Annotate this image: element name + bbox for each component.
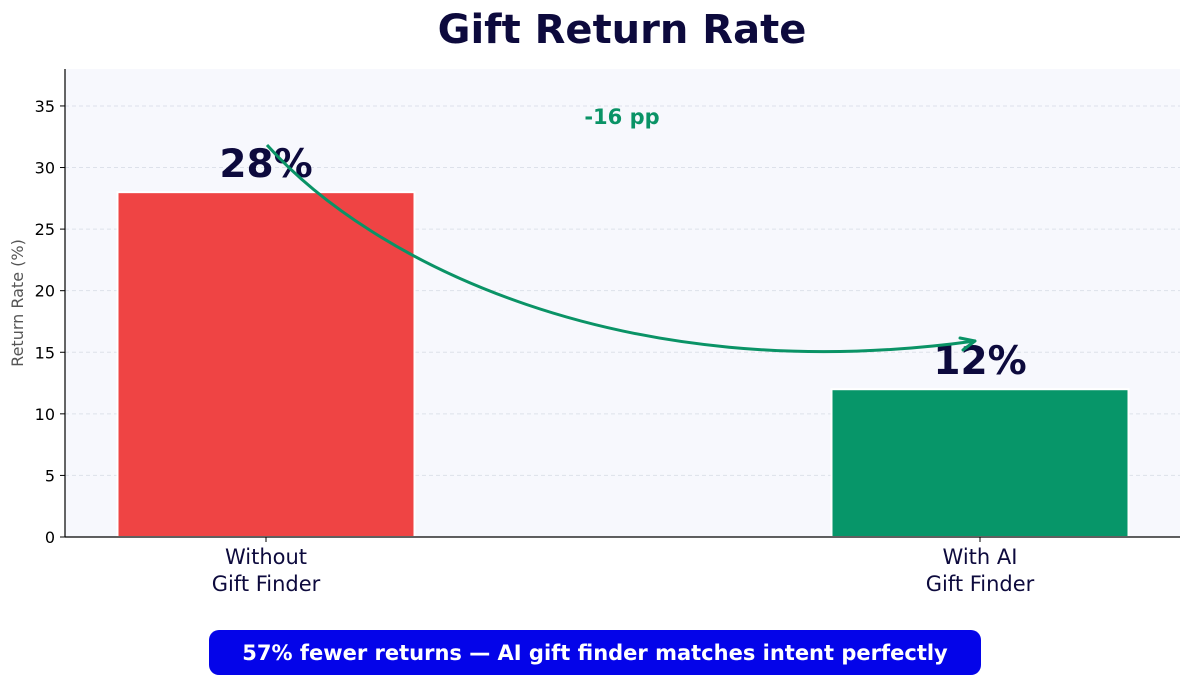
y-tick-label: 10 [35,405,55,424]
bar [830,388,1130,539]
y-tick-label: 30 [35,159,55,178]
y-tick-label: 15 [35,343,55,362]
y-tick-label: 0 [45,528,55,547]
y-tick-label: 35 [35,97,55,116]
y-tick-label: 20 [35,282,55,301]
x-category-label: Without Gift Finder [212,545,321,596]
y-axis-label: Return Rate (%) [8,239,27,367]
bar-value-label: 12% [933,339,1026,384]
y-tick-label: 25 [35,220,55,239]
bar [116,191,416,538]
y-tick-label: 5 [45,466,55,485]
change-arrow [265,143,976,354]
change-arrowhead [958,336,977,352]
delta-annotation: -16 pp [584,105,659,129]
summary-callout: 57% fewer returns — AI gift finder match… [209,630,981,675]
x-category-label: With AI Gift Finder [926,545,1035,596]
chart-title: Gift Return Rate [438,7,807,53]
bar-value-label: 28% [219,142,312,187]
